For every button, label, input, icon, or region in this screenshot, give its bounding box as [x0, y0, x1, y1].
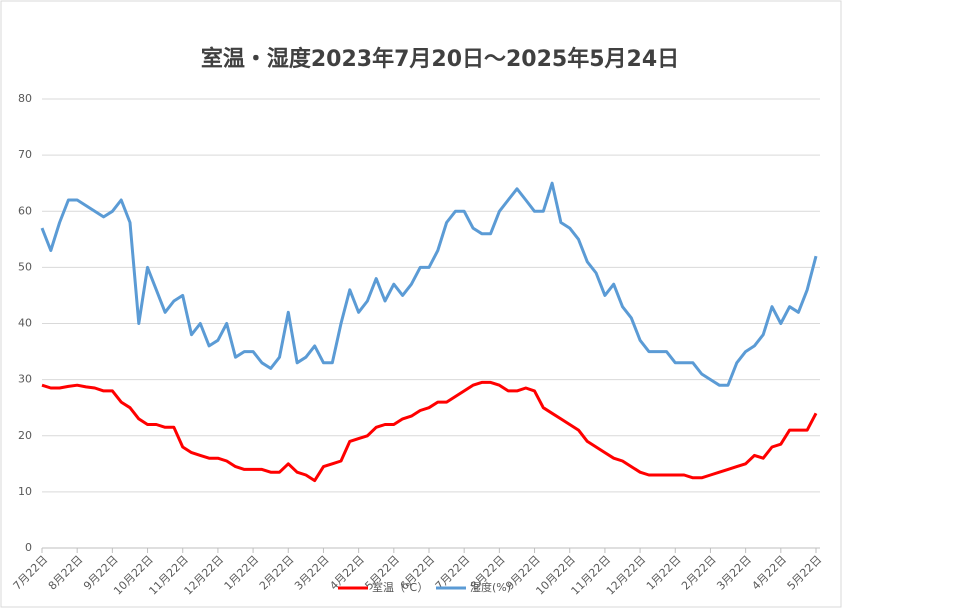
- y-tick-label: 20: [18, 429, 32, 442]
- series-line: [41, 380, 818, 483]
- legend-label: 湿度(%): [470, 580, 511, 594]
- legend-label: 室温（℃）: [372, 580, 428, 594]
- y-tick-label: 10: [18, 485, 32, 498]
- y-tick-label: 60: [18, 204, 32, 217]
- y-tick-label: 30: [18, 373, 32, 386]
- chart-border: [0, 0, 842, 608]
- y-tick-label: 40: [18, 317, 32, 330]
- y-tick-label: 70: [18, 148, 32, 161]
- series-line: [40, 181, 818, 387]
- y-tick-label: 0: [25, 541, 32, 554]
- chart-title: 室温・湿度2023年7月20日～2025年5月24日: [201, 46, 679, 72]
- y-tick-label: 50: [18, 260, 32, 273]
- y-tick-label: 80: [18, 92, 32, 105]
